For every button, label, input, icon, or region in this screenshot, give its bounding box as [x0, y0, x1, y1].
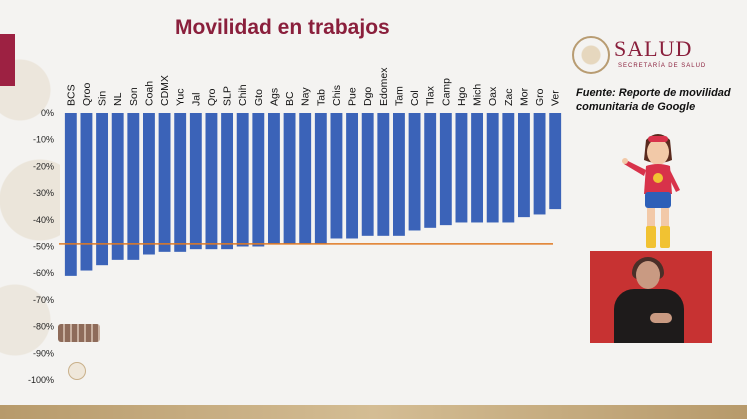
- bar-gto: [252, 113, 265, 247]
- y-tick-label: 0%: [41, 108, 54, 118]
- x-tick-label: Ver: [550, 90, 562, 106]
- bar-dgo: [361, 113, 374, 236]
- y-tick-label: -50%: [33, 242, 54, 252]
- x-tick-label: Qro: [206, 88, 218, 106]
- x-tick-label: Chih: [237, 84, 249, 106]
- bar-col: [408, 113, 421, 231]
- x-tick-label: Tlax: [425, 85, 437, 106]
- bar-sin: [96, 113, 109, 266]
- footer-band: [0, 405, 747, 419]
- bar-slp: [221, 113, 234, 250]
- y-tick-label: -10%: [33, 135, 54, 145]
- bar-oax: [486, 113, 499, 223]
- x-tick-label: Edomex: [378, 67, 390, 106]
- brand-subtitle: SECRETARÍA DE SALUD: [618, 63, 707, 69]
- x-tick-label: Hgo: [456, 87, 468, 106]
- chart-title: Movilidad en trabajos: [175, 16, 390, 39]
- bar-qroo: [80, 113, 93, 271]
- x-tick-label: Son: [128, 87, 140, 106]
- bar-tlax: [424, 113, 437, 228]
- y-tick-label: -60%: [33, 268, 54, 278]
- bar-mor: [518, 113, 530, 218]
- bar-tam: [393, 113, 405, 236]
- bar-hgo: [455, 113, 468, 223]
- bar-chis: [330, 113, 343, 239]
- bar-zac: [502, 113, 515, 223]
- bar-nay: [299, 113, 312, 244]
- bar-chart: 0% -10% -20% -30% -40% -50% -60% -70% -80% -90% -1…: [28, 67, 562, 385]
- bar-jal: [189, 113, 202, 250]
- bar-yuc: [174, 113, 187, 252]
- bar-ags: [268, 113, 280, 244]
- x-tick-label: SLP: [222, 86, 234, 106]
- x-tick-label: Sin: [97, 91, 109, 106]
- x-tick-label: Zac: [503, 88, 515, 106]
- x-axis-labels: BCS Qroo Sin NL Son Coah CDMX Yuc Jal Qro SLP Chih G…: [65, 67, 561, 106]
- x-tick-label: Chis: [331, 85, 343, 106]
- mascot-illustration: [622, 134, 680, 248]
- x-tick-label: NL: [112, 92, 124, 106]
- bar-pue: [346, 113, 359, 239]
- x-tick-label: Oax: [487, 86, 499, 106]
- x-tick-label: Nay: [300, 87, 312, 106]
- x-tick-label: Gto: [253, 89, 265, 106]
- x-tick-label: Ags: [268, 88, 280, 106]
- bar-nl: [111, 113, 124, 260]
- bar-ver: [549, 113, 562, 210]
- y-axis: 0% -10% -20% -30% -40% -50% -60% -70% -80% -90% -1…: [28, 108, 54, 385]
- bar-coah: [143, 113, 155, 255]
- bar-tab: [314, 113, 327, 244]
- x-tick-label: Pue: [347, 87, 359, 106]
- accent-tab: [0, 34, 15, 86]
- x-tick-label: BCS: [65, 84, 77, 106]
- sign-language-interpreter: [590, 251, 712, 343]
- bar-bcs: [64, 113, 77, 276]
- y-tick-label: -20%: [33, 161, 54, 171]
- bar-camp: [439, 113, 452, 226]
- y-tick-label: -80%: [33, 322, 54, 332]
- source-note: Fuente: Reporte de movilidad comunitaria…: [576, 87, 731, 113]
- y-tick-label: -40%: [33, 215, 54, 225]
- x-tick-label: Dgo: [362, 87, 374, 106]
- x-tick-label: Mich: [472, 84, 484, 106]
- bar-mich: [471, 113, 484, 223]
- y-tick-label: -70%: [33, 295, 54, 305]
- x-tick-label: Coah: [143, 81, 155, 106]
- bar-qro: [205, 113, 218, 250]
- bars: [64, 113, 562, 276]
- salud-logo: SALUD SECRETARÍA DE SALUD: [572, 36, 722, 76]
- bar-gro: [533, 113, 546, 215]
- x-tick-label: Tam: [393, 86, 405, 106]
- x-tick-label: Tab: [315, 89, 327, 106]
- brand-name: SALUD: [614, 36, 693, 61]
- bar-chih: [236, 113, 249, 247]
- bar-bc: [283, 113, 296, 244]
- y-tick-label: -30%: [33, 188, 54, 198]
- y-tick-label: -100%: [28, 375, 54, 385]
- x-tick-label: Camp: [440, 78, 452, 106]
- x-tick-label: BC: [284, 91, 296, 106]
- x-tick-label: Mor: [518, 87, 530, 106]
- institutional-logos-icon: [58, 318, 100, 380]
- bar-cdmx: [158, 113, 171, 252]
- x-tick-label: Jal: [190, 93, 202, 106]
- bar-son: [127, 113, 140, 260]
- bar-edomex: [377, 113, 390, 236]
- x-tick-label: CDMX: [159, 75, 171, 106]
- x-tick-label: Qroo: [81, 82, 93, 106]
- x-tick-label: Yuc: [175, 88, 187, 106]
- government-seal-icon: [572, 36, 610, 74]
- x-tick-label: Gro: [534, 88, 546, 106]
- y-tick-label: -90%: [33, 348, 54, 358]
- x-tick-label: Col: [409, 90, 421, 106]
